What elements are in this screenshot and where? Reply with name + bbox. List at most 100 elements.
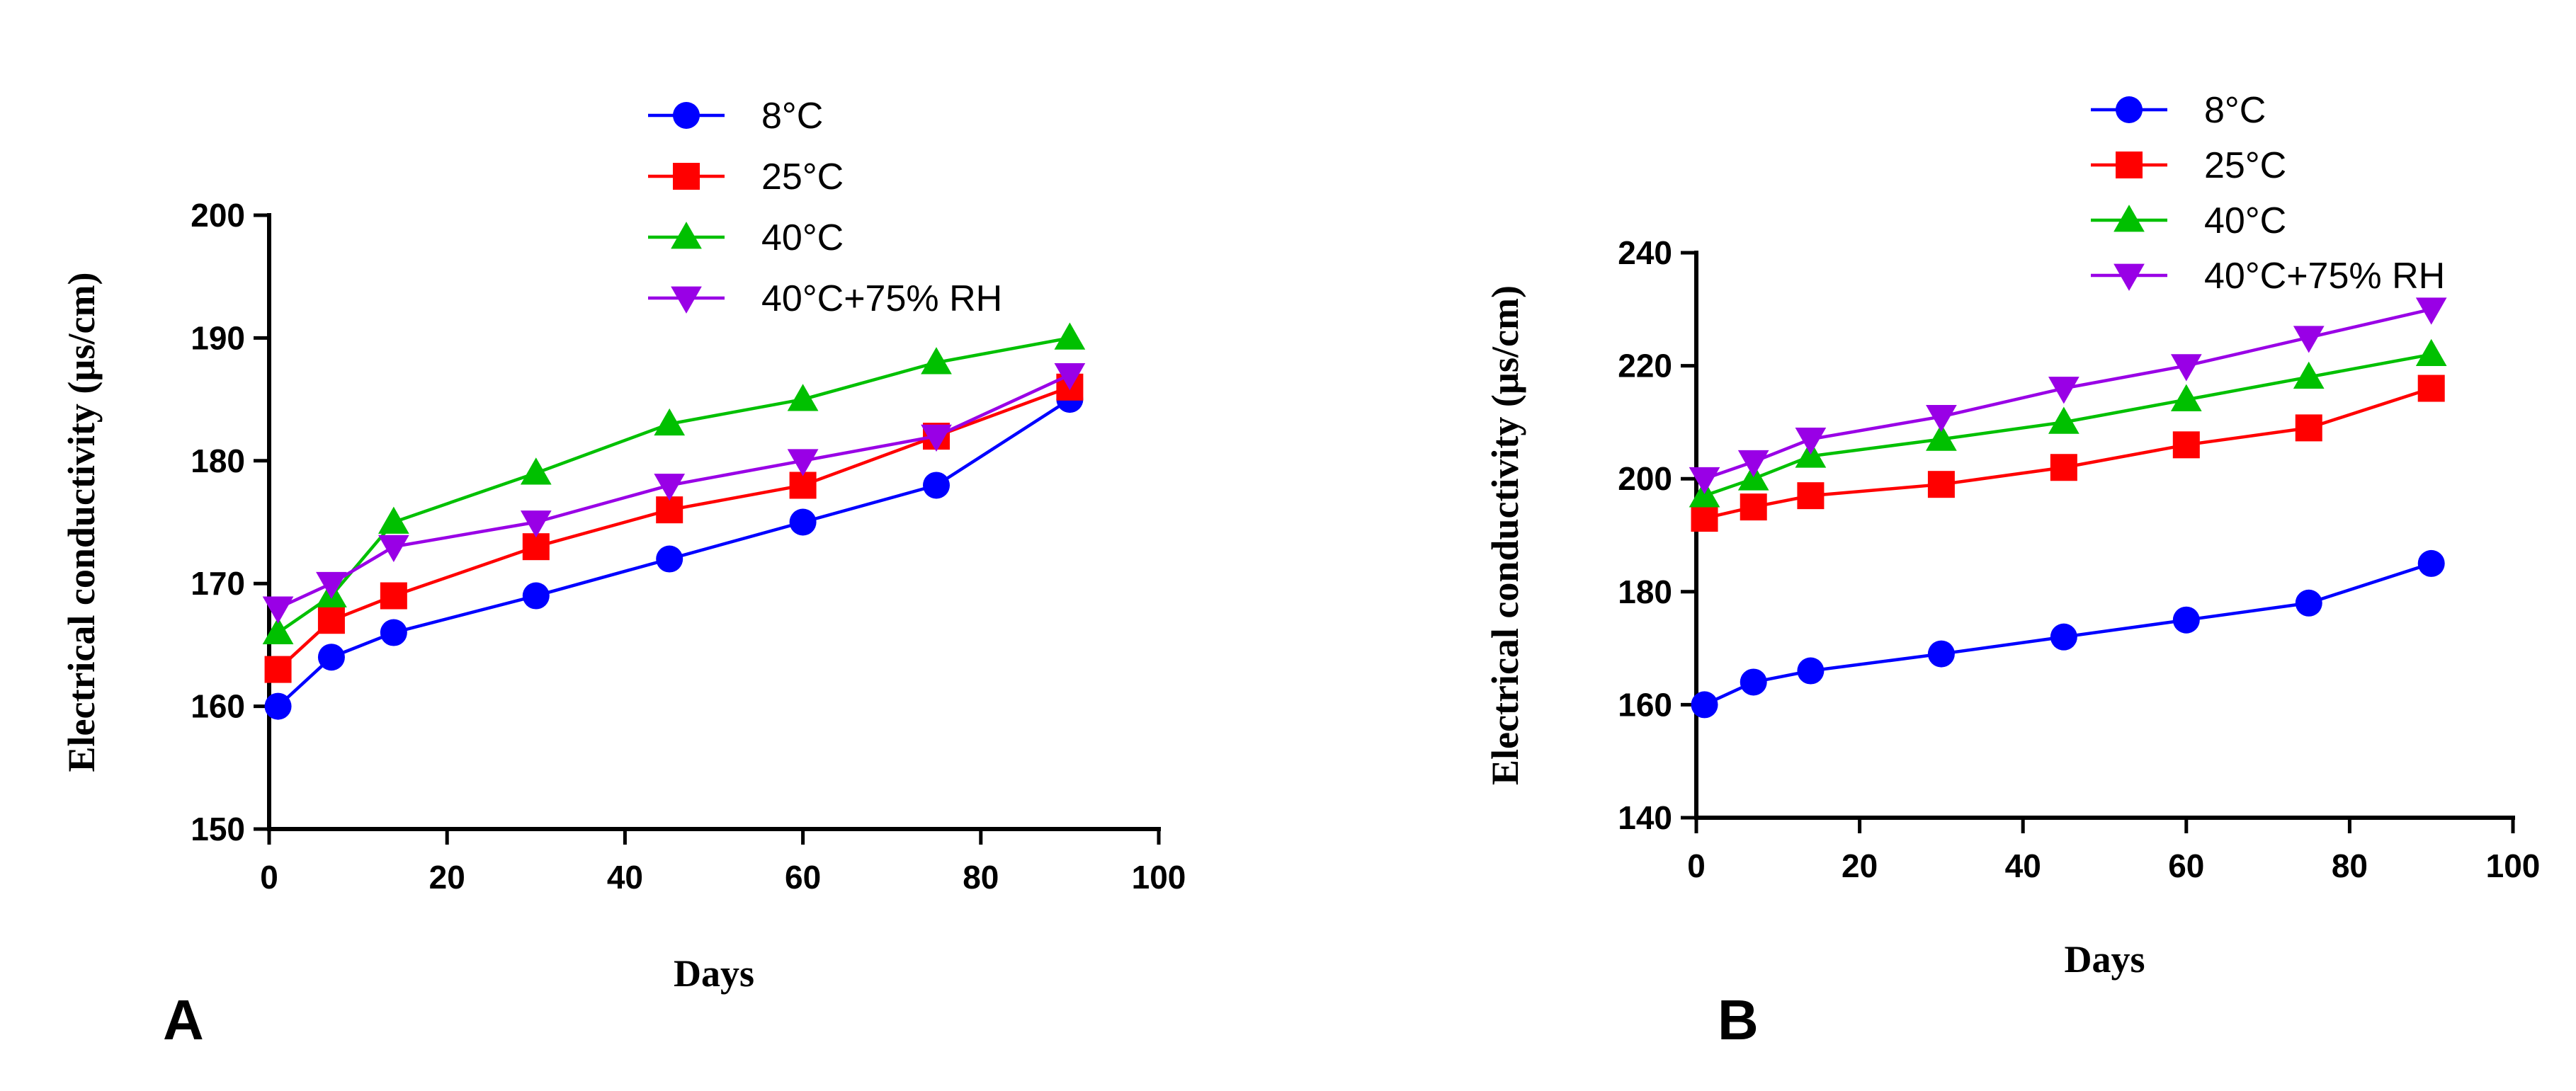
b-data-point: [1737, 450, 1769, 478]
b-data-point: [1926, 405, 1957, 433]
b-data-point: [1691, 505, 1718, 532]
a-data-point: [520, 510, 552, 538]
a-data-point: [522, 533, 550, 561]
b-legend-marker: [2116, 152, 2143, 178]
a-data-point: [522, 582, 550, 610]
a-legend-marker: [673, 163, 700, 190]
a-data-point: [378, 506, 409, 534]
a-x-tick-label: 100: [1132, 859, 1186, 896]
b-y-tick-label: 200: [1618, 460, 1672, 497]
b-legend-label: 25°C: [2204, 145, 2286, 186]
a-data-point: [787, 449, 819, 476]
a-data-point: [654, 408, 686, 436]
a-x-tick-label: 60: [785, 859, 821, 896]
a-data-point: [656, 496, 683, 524]
a-data-point: [921, 424, 952, 452]
b-data-point: [2295, 414, 2322, 442]
a-x-tick-label: 40: [607, 859, 643, 896]
b-data-point: [2415, 338, 2447, 367]
a-data-point: [262, 596, 294, 624]
a-y-tick-label: 180: [191, 442, 245, 479]
b-data-point: [2048, 406, 2079, 434]
b-y-tick-label: 180: [1618, 573, 1672, 610]
b-data-point: [2172, 431, 2200, 459]
panel-a-chart: 150 160 170 180 190 200 0 20 40 60 80 100 Days Electr…: [60, 96, 1186, 1051]
a-data-point: [264, 692, 292, 720]
a-legend-marker: [671, 286, 702, 314]
b-data-point: [2050, 623, 2077, 651]
b-data-point: [1927, 640, 1955, 668]
b-data-point: [1689, 467, 1720, 495]
b-data-point: [1797, 657, 1825, 685]
b-series-line: [1703, 353, 2432, 498]
a-legend-label: 40°C: [761, 217, 844, 258]
a-y-tick-label: 170: [191, 565, 245, 602]
a-x-tick-label: 80: [963, 859, 999, 896]
b-x-axis-title: Days: [2064, 938, 2145, 981]
b-x-tick-label: 40: [2005, 847, 2041, 884]
b-data-point: [1691, 691, 1718, 719]
b-y-tick-label: 140: [1618, 799, 1672, 836]
b-x-tick-label: 60: [2168, 847, 2204, 884]
a-data-point: [380, 619, 407, 646]
a-x-tick-label: 20: [429, 859, 465, 896]
a-data-point: [789, 508, 817, 536]
b-x-tick-label: 80: [2332, 847, 2368, 884]
a-data-point: [654, 474, 686, 501]
b-legend-label: 8°C: [2204, 90, 2266, 131]
a-x-axis-title: Days: [674, 952, 754, 995]
b-data-point: [2050, 454, 2077, 481]
a-data-point: [262, 617, 294, 644]
b-legend-marker: [2116, 96, 2143, 123]
b-data-point: [2293, 361, 2325, 389]
b-data-point: [2293, 326, 2325, 353]
a-data-point: [1054, 322, 1086, 350]
a-data-point: [1054, 363, 1086, 391]
a-data-point: [317, 644, 345, 671]
b-data-point: [2172, 606, 2200, 634]
a-legend-marker: [673, 102, 700, 129]
b-data-point: [2295, 589, 2322, 617]
b-y-tick-label: 160: [1618, 686, 1672, 723]
b-data-point: [1795, 427, 1827, 455]
b-data-point: [2417, 549, 2445, 577]
b-legend-label: 40°C+75% RH: [2204, 256, 2445, 297]
a-legend-label: 8°C: [761, 96, 823, 137]
a-data-point: [787, 384, 819, 411]
b-data-point: [1740, 493, 1767, 521]
a-data-point: [317, 607, 345, 634]
b-data-point: [1797, 482, 1825, 510]
panel-b-chart: 140 160 180 200 220 240 0 20 40 60 80 100 Days Electr…: [1484, 90, 2540, 1051]
a-legend-label: 25°C: [761, 156, 844, 198]
b-x-tick-label: 20: [1842, 847, 1878, 884]
a-data-point: [378, 535, 409, 563]
b-y-tick-label: 220: [1618, 348, 1672, 384]
a-data-point: [923, 472, 950, 499]
b-y-tick-label: 240: [1618, 234, 1672, 271]
a-y-tick-label: 190: [191, 319, 245, 356]
a-data-point: [380, 582, 407, 610]
a-y-axis-title: Electrical conductivity (µs/cm): [60, 273, 103, 772]
a-legend-label: 40°C+75% RH: [761, 278, 1002, 319]
a-series-line: [277, 336, 1070, 634]
b-data-point: [1927, 471, 1955, 498]
b-legend-marker: [2113, 263, 2145, 291]
a-data-point: [520, 457, 552, 485]
b-x-tick-label: 100: [2486, 847, 2541, 884]
a-data-point: [921, 347, 952, 375]
b-data-point: [2048, 377, 2079, 404]
b-data-point: [1926, 423, 1957, 451]
b-data-point: [2417, 375, 2445, 402]
a-panel-label: A: [163, 988, 204, 1051]
a-data-point: [264, 656, 292, 683]
a-legend-marker: [671, 222, 702, 249]
b-data-point: [1740, 668, 1767, 696]
a-y-tick-label: 160: [191, 688, 245, 725]
a-y-tick-label: 200: [191, 197, 245, 234]
a-data-point: [316, 571, 347, 600]
b-x-tick-label: 0: [1687, 847, 1706, 884]
b-legend-label: 40°C: [2204, 200, 2286, 241]
a-data-point: [789, 472, 817, 499]
b-data-point: [2170, 354, 2202, 382]
